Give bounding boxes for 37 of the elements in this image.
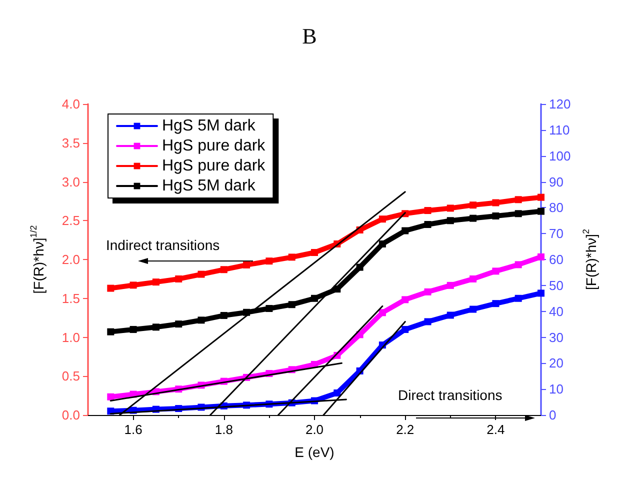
- y-tick-label: 0.5: [62, 368, 80, 384]
- y2-tick-label: 110: [549, 122, 570, 138]
- x-tick-label: 1.8: [214, 422, 233, 437]
- y-axis-title: [F(R)*hν]1/2: [28, 225, 46, 294]
- legend-label: HgS pure dark: [162, 158, 266, 174]
- legend-label: HgS 5M dark: [162, 118, 256, 134]
- y2-tick-label: 60: [549, 252, 564, 267]
- y2-tick-label: 10: [549, 382, 564, 397]
- y2-tick-label: 0: [549, 408, 556, 422]
- legend-label: HgS 5M dark: [162, 178, 256, 194]
- y2-tick-label: 90: [549, 174, 564, 190]
- y2-tick-label: 20: [549, 356, 564, 371]
- y2-tick-label: 70: [549, 226, 564, 242]
- y-tick-label: 1.5: [62, 290, 80, 306]
- y2-tick-label: 100: [549, 148, 571, 164]
- y-tick-label: 0.0: [62, 408, 80, 422]
- y2-tick-label: 120: [549, 96, 571, 112]
- y-tick-label: 1.0: [62, 330, 80, 345]
- legend-label: HgS pure dark: [162, 138, 266, 154]
- y-tick-label: 3.5: [62, 135, 80, 150]
- x-tick-label: 2.0: [305, 422, 324, 437]
- y-tick-label: 2.0: [62, 252, 80, 267]
- x-axis-title: E (eV): [294, 444, 334, 460]
- y-tick-label: 4.0: [62, 96, 80, 112]
- x-tick-label: 2.4: [486, 422, 505, 437]
- y2-tick-label: 30: [549, 330, 564, 345]
- y-tick-label: 3.0: [62, 174, 80, 190]
- y2-tick-label: 50: [549, 278, 564, 293]
- y2-axis-title: [F(R)*hν]2: [581, 228, 600, 290]
- x-tick-label: 2.2: [396, 422, 414, 437]
- annotation: Direct transitions: [398, 387, 502, 403]
- y2-tick-label: 40: [549, 304, 564, 319]
- y2-tick-label: 80: [549, 200, 564, 216]
- annotation: Indirect transitions: [106, 237, 220, 253]
- y-tick-label: 2.5: [62, 213, 80, 228]
- chart-title: B: [302, 24, 317, 48]
- x-tick-label: 1.6: [124, 422, 142, 437]
